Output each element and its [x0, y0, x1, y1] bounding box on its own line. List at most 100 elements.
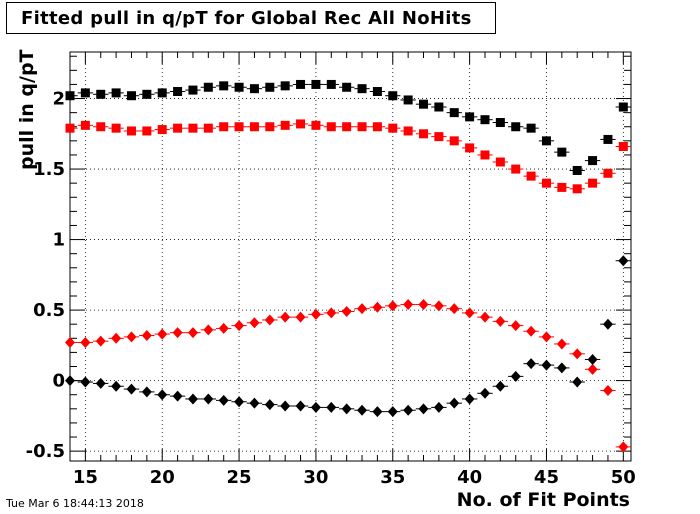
data-point-square — [188, 85, 198, 95]
data-point-square — [142, 89, 152, 99]
data-point-square — [296, 119, 306, 129]
data-point-diamond — [187, 327, 198, 339]
data-point-diamond — [157, 389, 168, 401]
data-point-square — [173, 123, 183, 133]
data-point-square — [465, 143, 475, 153]
data-point-square — [541, 136, 551, 146]
data-point-square — [142, 126, 152, 136]
data-point-diamond — [234, 396, 245, 408]
data-point-diamond — [403, 404, 414, 416]
data-point-square — [511, 122, 521, 132]
data-point-diamond — [495, 380, 506, 392]
data-point-square — [588, 156, 598, 166]
data-point-square — [588, 178, 598, 188]
data-point-diamond — [556, 362, 567, 374]
data-point-diamond — [264, 399, 275, 411]
plot-frame — [69, 51, 632, 462]
data-point-square — [388, 123, 398, 133]
data-point-square — [572, 184, 582, 194]
data-point-square — [449, 136, 459, 146]
data-point-diamond — [587, 353, 598, 365]
data-point-square — [80, 88, 90, 98]
data-point-square — [342, 82, 352, 92]
data-point-diamond — [387, 300, 398, 312]
x-tick-label: 25 — [227, 467, 252, 488]
data-point-square — [326, 79, 336, 89]
y-tick-label: 2 — [52, 89, 65, 110]
x-tick-label: 20 — [150, 467, 175, 488]
data-point-diamond — [541, 359, 552, 371]
data-point-diamond — [187, 393, 198, 405]
data-point-diamond — [602, 384, 613, 396]
data-point-diamond — [218, 394, 229, 406]
data-point-square — [173, 86, 183, 96]
data-point-square — [126, 126, 136, 136]
data-point-square — [419, 129, 429, 139]
data-point-square — [111, 123, 121, 133]
data-point-diamond — [587, 363, 598, 375]
data-point-square — [357, 84, 367, 94]
data-point-diamond — [449, 397, 460, 409]
data-point-diamond — [126, 331, 137, 343]
data-point-square — [403, 95, 413, 105]
data-point-diamond — [280, 400, 291, 412]
data-point-diamond — [295, 311, 306, 323]
data-point-diamond — [526, 358, 537, 370]
x-tick-label: 35 — [380, 467, 405, 488]
data-point-diamond — [495, 315, 506, 327]
data-point-diamond — [141, 329, 152, 341]
data-point-square — [434, 132, 444, 142]
data-point-diamond — [65, 375, 75, 387]
chart-title-box: Fitted pull in q/pT for Global Rec All N… — [6, 2, 496, 34]
data-point-diamond — [418, 403, 429, 415]
data-point-square — [357, 122, 367, 132]
data-point-diamond — [172, 327, 183, 339]
data-point-square — [480, 115, 490, 125]
data-point-square — [526, 123, 536, 133]
data-point-diamond — [249, 317, 260, 329]
data-point-diamond — [172, 390, 183, 402]
data-point-square — [511, 164, 521, 174]
data-point-square — [326, 122, 336, 132]
data-point-square — [572, 165, 582, 175]
data-point-diamond — [618, 441, 629, 453]
data-point-square — [249, 84, 259, 94]
y-tick-label: 0.5 — [33, 300, 65, 321]
data-point-diamond — [464, 393, 475, 405]
data-point-square — [265, 82, 275, 92]
data-point-diamond — [326, 401, 337, 413]
data-point-square — [495, 157, 505, 167]
data-point-diamond — [357, 404, 368, 416]
data-point-square — [188, 123, 198, 133]
data-point-diamond — [280, 311, 291, 323]
data-point-square — [80, 120, 90, 130]
data-point-diamond — [234, 320, 245, 332]
data-point-diamond — [526, 325, 537, 337]
data-point-diamond — [203, 393, 214, 405]
data-point-square — [342, 122, 352, 132]
data-point-diamond — [326, 307, 337, 319]
data-point-diamond — [372, 301, 383, 313]
data-point-square — [311, 120, 321, 130]
data-point-square — [296, 79, 306, 89]
data-point-square — [96, 122, 106, 132]
data-point-square — [280, 120, 290, 130]
data-point-square — [372, 122, 382, 132]
data-point-diamond — [418, 298, 429, 310]
data-point-square — [249, 122, 259, 132]
data-point-square — [203, 123, 213, 133]
x-axis-label: No. of Fit Points — [456, 489, 630, 511]
data-point-diamond — [572, 376, 583, 388]
data-point-square — [388, 91, 398, 101]
data-point-diamond — [95, 377, 106, 389]
data-point-square — [65, 123, 75, 133]
data-point-square — [618, 141, 628, 151]
data-point-diamond — [510, 320, 521, 332]
data-point-square — [265, 122, 275, 132]
data-point-square — [480, 150, 490, 160]
data-point-diamond — [295, 400, 306, 412]
data-point-diamond — [310, 401, 321, 413]
data-point-diamond — [464, 307, 475, 319]
y-tick-label: 1.5 — [33, 159, 65, 180]
data-point-square — [403, 126, 413, 136]
